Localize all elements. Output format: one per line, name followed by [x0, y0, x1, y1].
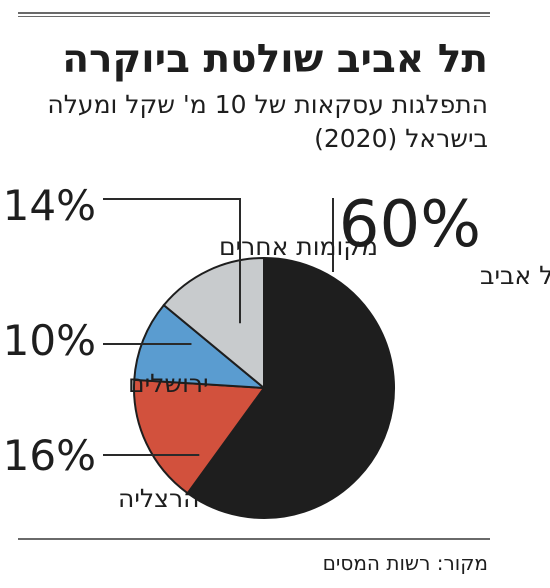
top-rule	[18, 12, 490, 14]
top-rule-thin	[18, 16, 490, 17]
value-label-herzliya: 16%	[3, 431, 96, 480]
chart-title: תל אביב שולטת ביוקרה	[62, 37, 488, 82]
category-label-herzliya: הרצליה	[118, 484, 199, 513]
value-label-tel-aviv: 60%	[339, 188, 481, 262]
pie-slice-tel-aviv	[186, 256, 395, 519]
chart-subtitle: התפלגות עסקאות של 10 מ' שקל ומעלה בישראל…	[47, 90, 488, 153]
leader-line-other	[103, 198, 241, 324]
pie-slice-other	[162, 256, 265, 391]
pie-slice-herzliya	[133, 378, 266, 495]
source-note: מקור: רשות המסים	[322, 551, 488, 575]
bottom-rule	[18, 538, 490, 540]
category-label-other: מקומות אחרים	[219, 232, 378, 261]
leader-lines	[103, 198, 334, 456]
pie-chart: 60% תל אביב 14% מקומות אחרים 10% ירושלים…	[3, 181, 550, 519]
value-label-jerusalem: 10%	[3, 316, 96, 365]
category-label-tel-aviv: תל אביב	[480, 261, 550, 290]
value-label-other: 14%	[3, 181, 96, 230]
category-label-jerusalem: ירושלים	[128, 369, 209, 398]
pie-slice-jerusalem	[133, 303, 268, 390]
pie-slices	[133, 256, 395, 519]
